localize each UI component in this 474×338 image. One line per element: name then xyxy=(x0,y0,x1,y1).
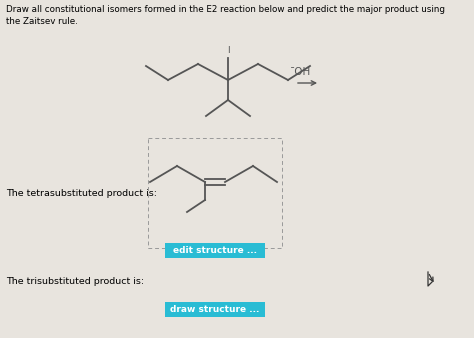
Text: Draw all constitutional isomers formed in the E2 reaction below and predict the : Draw all constitutional isomers formed i… xyxy=(6,5,445,14)
Bar xyxy=(148,138,282,248)
Text: edit structure ...: edit structure ... xyxy=(173,246,257,255)
Bar xyxy=(165,243,265,258)
Text: The trisubstituted product is:: The trisubstituted product is: xyxy=(6,277,144,287)
Bar xyxy=(165,302,265,317)
Text: I: I xyxy=(227,46,229,55)
Text: the Zaitsev rule.: the Zaitsev rule. xyxy=(6,17,78,26)
Text: The tetrasubstituted product is:: The tetrasubstituted product is: xyxy=(6,189,157,197)
Text: ¯OH: ¯OH xyxy=(290,67,311,77)
Text: draw structure ...: draw structure ... xyxy=(170,305,260,314)
